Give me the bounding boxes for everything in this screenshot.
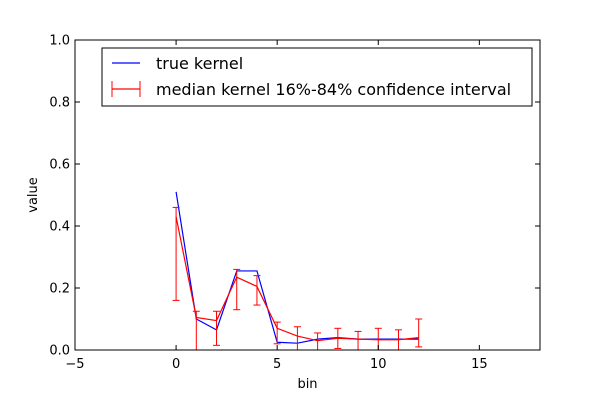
y-tick-label: 0.8 <box>49 96 70 111</box>
legend-label-median-kernel: median kernel 16%-84% confidence interva… <box>156 80 511 99</box>
legend-label-true-kernel: true kernel <box>156 54 243 73</box>
plot-area <box>172 191 423 351</box>
y-tick-label: 0.6 <box>49 158 70 173</box>
y-tick-label: 0.0 <box>49 344 70 359</box>
y-tick-label: 0.4 <box>49 220 70 235</box>
y-tick-label: 0.2 <box>49 282 70 297</box>
x-tick-label: 5 <box>273 357 281 372</box>
legend-swatch-median-kernel <box>111 81 141 97</box>
x-tick-label: 15 <box>471 357 488 372</box>
series-layer <box>172 191 423 351</box>
x-tick-label: −5 <box>65 357 84 372</box>
y-axis-label: value <box>26 177 41 213</box>
y-tick-label: 1.0 <box>49 34 70 49</box>
legend: true kernel median kernel 16%-84% confid… <box>101 47 533 107</box>
axes-frame <box>74 39 541 351</box>
legend-box <box>101 47 533 107</box>
x-axis-label: bin <box>297 377 317 392</box>
ticks-layer: −5 0 5 10 15 0.0 0.2 0.4 0.6 0.8 1.0 <box>49 34 540 372</box>
x-tick-label: 10 <box>370 357 387 372</box>
x-tick-label: 0 <box>172 357 180 372</box>
